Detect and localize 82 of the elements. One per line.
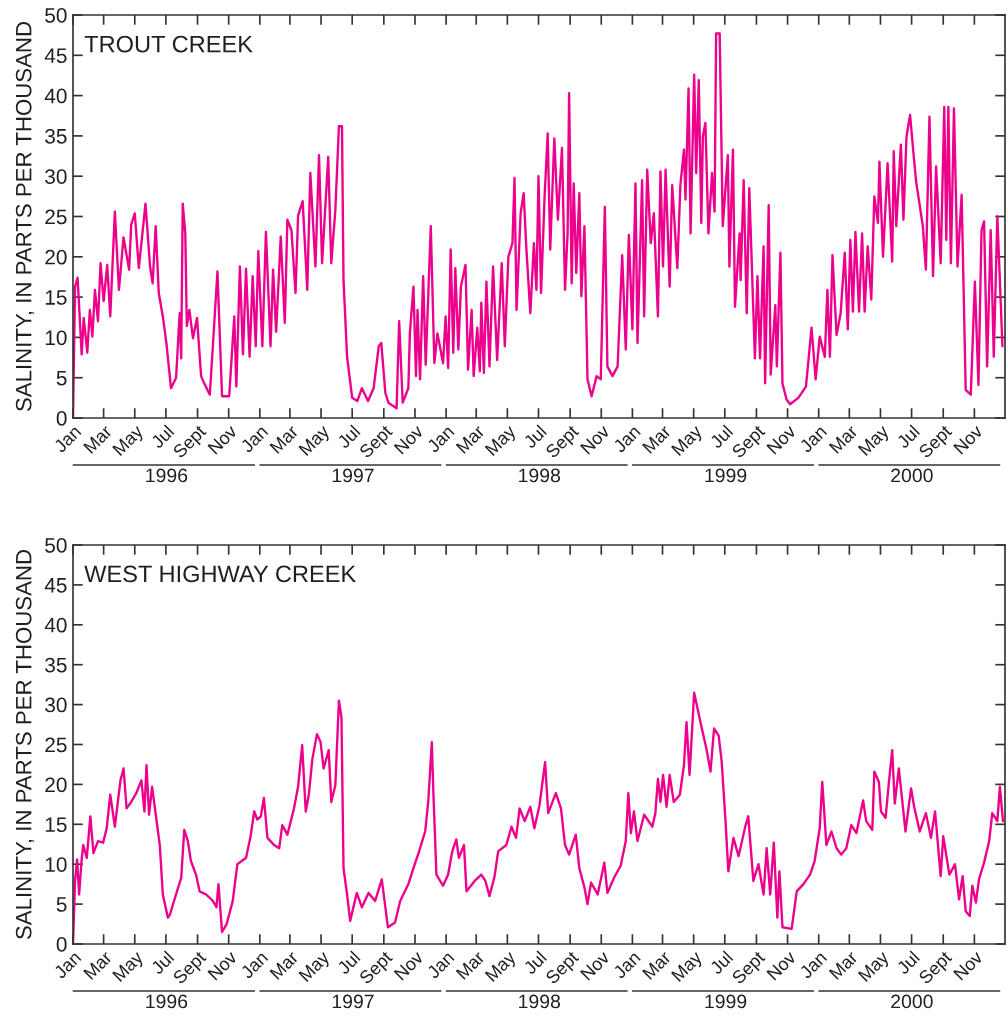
y-tick-label: 5 [56, 897, 67, 912]
y-tick-label: 10 [45, 857, 67, 872]
x-tick-label: Jul [336, 424, 361, 450]
y-tick-label: 50 [45, 538, 67, 553]
x-tick-label: Nov [953, 424, 984, 455]
x-tick-label: Nov [580, 950, 611, 981]
text: 2000 [891, 468, 933, 483]
x-tick-label: Nov [766, 424, 797, 455]
x-tick-label: Jul [895, 950, 921, 976]
y-tick-label: 20 [45, 777, 67, 793]
x-tick-label: May [484, 424, 520, 459]
x-tick-label: Jan [239, 950, 269, 980]
text: 1996 [146, 994, 188, 1009]
x-tick-label: Jul [708, 950, 734, 976]
x-tick-label: Mar [642, 424, 672, 454]
x-tick-label: Nov [207, 424, 239, 455]
x-tick-label: Nov [393, 950, 425, 981]
x-tick-label: Jan [798, 424, 828, 454]
x-tick-label: Mar [455, 424, 486, 454]
x-tick-label: Nov [766, 950, 797, 981]
x-tick-label: Mar [269, 950, 300, 980]
x-tick-label: Jul [149, 950, 175, 976]
x-tick-label: Mar [83, 424, 113, 454]
text: 2000 [891, 994, 933, 1009]
x-tick-label: Mar [828, 950, 859, 980]
y-tick-label: 0 [56, 411, 67, 426]
x-tick-label: Mar [83, 950, 113, 980]
y-tick-label: 40 [44, 88, 67, 104]
x-tick-label: Jul [708, 424, 734, 450]
x-tick-label: May [298, 950, 333, 985]
x-tick-label: May [112, 950, 147, 985]
y-tick-label: 40 [44, 617, 67, 633]
text: 1997 [332, 468, 374, 483]
x-tick-label: Mar [269, 424, 300, 454]
text: TROUT CREEK [84, 35, 253, 53]
x-tick-label: May [857, 424, 893, 459]
y-tick-label: 25 [45, 209, 67, 225]
x-tick-label: Mar [828, 424, 859, 454]
text: 1999 [705, 468, 747, 483]
y-tick-label: 30 [45, 169, 67, 184]
x-tick-label: Jul [336, 950, 361, 976]
y-tick-label: 45 [44, 48, 67, 64]
x-tick-label: May [112, 424, 147, 459]
y-tick-label: 20 [45, 249, 67, 265]
y-tick-label: 15 [45, 290, 67, 305]
y-axis-title: SALINITY, IN PARTS PER THOUSAND [15, 550, 35, 940]
x-tick-label: May [484, 950, 520, 985]
x-tick-label: Jan [239, 424, 269, 454]
x-tick-label: Jan [612, 424, 641, 454]
x-tick-label: Jan [426, 950, 455, 980]
text: 1997 [332, 994, 374, 1009]
y-tick-label: 45 [44, 578, 67, 593]
x-tick-label: Nov [580, 424, 611, 455]
x-tick-label: Jan [798, 950, 828, 980]
x-tick-label: Nov [953, 950, 984, 981]
y-tick-label: 25 [45, 737, 67, 753]
x-tick-label: May [671, 950, 706, 985]
y-tick-label: 35 [45, 657, 67, 673]
x-tick-label: Nov [393, 424, 425, 455]
x-tick-label: Jul [149, 424, 175, 450]
y-tick-label: 0 [56, 937, 67, 952]
y-tick-label: 35 [45, 128, 67, 144]
text: 1999 [705, 994, 747, 1009]
x-tick-label: May [671, 424, 706, 459]
x-tick-label: Jan [612, 950, 641, 980]
y-axis-title: SALINITY, IN PARTS PER THOUSAND [15, 22, 35, 412]
y-tick-label: 30 [45, 697, 67, 713]
x-tick-label: Mar [455, 950, 486, 980]
text: 1996 [146, 468, 188, 483]
x-tick-label: May [298, 424, 333, 459]
x-tick-label: Jan [426, 424, 455, 454]
y-tick-label: 5 [56, 370, 67, 386]
text: 1998 [519, 468, 561, 483]
x-tick-label: Jul [895, 424, 921, 450]
text: 1998 [519, 994, 561, 1009]
x-tick-label: Mar [642, 950, 672, 980]
x-tick-label: May [857, 950, 893, 985]
x-tick-label: Nov [207, 950, 239, 981]
text: WEST HIGHWAY CREEK [84, 565, 356, 583]
y-tick-label: 15 [45, 817, 67, 833]
y-tick-label: 10 [45, 330, 67, 346]
y-tick-label: 50 [45, 8, 67, 23]
